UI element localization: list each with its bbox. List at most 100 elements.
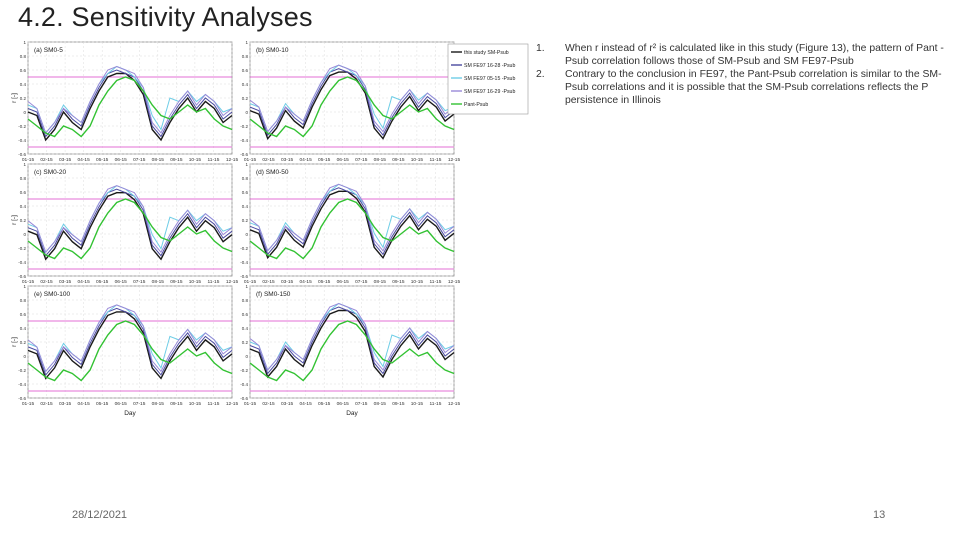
series-line bbox=[249, 183, 455, 252]
x-tick-label: 11-15 bbox=[207, 157, 219, 163]
y-tick-label: 0.6 bbox=[20, 68, 27, 73]
x-tick-label: 07-15 bbox=[133, 279, 146, 285]
series-line bbox=[249, 183, 455, 252]
chart-panel: 1 0.8 0.6 0.4 0.2 0 -0.2 -0.4 -0.601-15 02-15 03-1… bbox=[240, 162, 460, 285]
notes-list: 1. When r instead of r² is calculated li… bbox=[536, 42, 956, 107]
x-tick-label: 10-15 bbox=[189, 401, 202, 407]
series-line bbox=[27, 72, 233, 142]
y-tick-label: 0.2 bbox=[20, 96, 27, 101]
y-tick-label: 0 bbox=[245, 232, 248, 237]
y-tick-label: -0.2 bbox=[240, 124, 248, 129]
x-tick-label: 09-15 bbox=[170, 157, 183, 163]
x-tick-label: 05-15 bbox=[96, 279, 109, 285]
x-tick-label: 09-15 bbox=[392, 279, 405, 285]
x-tick-label: 01-15 bbox=[244, 279, 257, 285]
x-tick-label: 08-15 bbox=[374, 157, 387, 163]
x-tick-label: 05-15 bbox=[318, 279, 331, 285]
x-tick-label: 05-15 bbox=[96, 401, 109, 407]
y-tick-label: -0.6 bbox=[18, 396, 26, 401]
x-tick-label: 02-15 bbox=[262, 157, 275, 163]
y-tick-label: 0.8 bbox=[242, 176, 249, 181]
y-tick-label: -0.2 bbox=[240, 246, 248, 251]
y-tick-label: -0.4 bbox=[240, 260, 248, 265]
chart-panel: 1 0.8 0.6 0.4 0.2 0 -0.2 -0.4 -0.601-15 02-15 03-1… bbox=[240, 40, 460, 163]
x-axis-label: Day bbox=[346, 410, 358, 417]
series-line bbox=[249, 198, 455, 260]
x-tick-label: 01-15 bbox=[22, 401, 35, 407]
correlation-panels-chart: 10.80.60.40.20-0.2-0.4-0.601-15 02-15 03-1… bbox=[11, 40, 529, 417]
x-tick-label: 12-15 bbox=[448, 279, 461, 285]
panel-label: (b) SM0-10 bbox=[256, 47, 289, 54]
series-line bbox=[27, 65, 233, 134]
x-tick-label: 03-15 bbox=[281, 279, 294, 285]
x-tick-label: 09-15 bbox=[170, 279, 183, 285]
note-number: 1. bbox=[536, 43, 545, 54]
y-tick-label: 0.4 bbox=[242, 326, 249, 331]
x-tick-label: 05-15 bbox=[318, 401, 331, 407]
page-number: 13 bbox=[873, 509, 886, 521]
x-tick-label: 06-15 bbox=[115, 279, 128, 285]
y-tick-label: 1 bbox=[245, 284, 248, 289]
x-tick-label: 08-15 bbox=[374, 279, 387, 285]
y-tick-label: -0.6 bbox=[18, 152, 26, 157]
y-tick-label: -0.4 bbox=[240, 382, 248, 387]
x-tick-label: 07-15 bbox=[133, 401, 146, 407]
series-line bbox=[27, 304, 233, 373]
x-tick-label: 12-15 bbox=[226, 157, 239, 163]
y-tick-label: -0.4 bbox=[18, 260, 26, 265]
series-line bbox=[27, 320, 233, 382]
y-tick-label: 0.4 bbox=[242, 204, 249, 209]
x-tick-label: 04-15 bbox=[77, 157, 90, 163]
y-tick-label: 0.8 bbox=[242, 54, 249, 59]
legend-entry: SM FE97 16-29 -Psub bbox=[464, 89, 515, 95]
slide-title: 4.2. Sensitivity Analyses bbox=[18, 2, 313, 32]
x-tick-label: 07-15 bbox=[355, 279, 368, 285]
chart-panel: 1 0.8 0.6 0.4 0.2 0 -0.2 -0.4 -0.601-15 02-15 03-1… bbox=[240, 284, 460, 417]
note-text: Contrary to the conclusion in FE97, the … bbox=[565, 69, 942, 106]
x-tick-label: 11-15 bbox=[429, 401, 441, 407]
legend-entry: this study SM-Psub bbox=[464, 50, 509, 56]
y-tick-label: -0.4 bbox=[18, 382, 26, 387]
y-tick-label: -0.6 bbox=[240, 274, 248, 279]
x-tick-label: 12-15 bbox=[448, 157, 461, 163]
x-tick-label: 02-15 bbox=[262, 279, 275, 285]
x-tick-label: 06-15 bbox=[115, 157, 128, 163]
x-tick-label: 11-15 bbox=[429, 279, 441, 285]
y-axis-label: r [-] bbox=[11, 337, 18, 347]
y-tick-label: 0.6 bbox=[242, 190, 249, 195]
y-tick-label: 0.8 bbox=[242, 298, 249, 303]
y-tick-label: -0.6 bbox=[18, 274, 26, 279]
series-line bbox=[249, 64, 455, 133]
y-tick-label: 0.6 bbox=[242, 312, 249, 317]
sensitivity-figure: 1 0.8 0.6 0.4 0.2 0 -0.2 -0.4 -0.6 01-15 02-15 03-1… bbox=[10, 38, 530, 428]
panel-label: (e) SM0-100 bbox=[34, 291, 71, 298]
y-tick-label: 0.4 bbox=[20, 82, 27, 87]
y-tick-label: 0.8 bbox=[20, 176, 27, 181]
x-tick-label: 07-15 bbox=[355, 157, 368, 163]
y-tick-label: -0.6 bbox=[240, 152, 248, 157]
x-tick-label: 07-15 bbox=[355, 401, 368, 407]
legend-entry: SM FE97 05-15 -Psub bbox=[464, 76, 515, 82]
x-tick-label: 03-15 bbox=[59, 279, 72, 285]
y-tick-label: -0.2 bbox=[18, 124, 26, 129]
x-tick-label: 04-15 bbox=[77, 279, 90, 285]
note-text: When r instead of r² is calculated like … bbox=[565, 43, 944, 67]
y-tick-label: 0.2 bbox=[20, 218, 27, 223]
y-tick-label: 0.6 bbox=[242, 68, 249, 73]
y-tick-label: 1 bbox=[23, 284, 26, 289]
legend-entry: Pant-Psub bbox=[464, 102, 488, 108]
x-tick-label: 08-15 bbox=[152, 401, 165, 407]
y-axis-label: r [-] bbox=[11, 93, 18, 103]
x-tick-label: 12-15 bbox=[448, 401, 461, 407]
x-tick-label: 05-15 bbox=[318, 157, 331, 163]
x-tick-label: 06-15 bbox=[115, 401, 128, 407]
x-tick-label: 08-15 bbox=[152, 279, 165, 285]
x-tick-label: 05-15 bbox=[96, 157, 109, 163]
note-item-1: 1. When r instead of r² is calculated li… bbox=[536, 42, 956, 68]
x-tick-label: 02-15 bbox=[40, 157, 53, 163]
x-tick-label: 01-15 bbox=[244, 401, 257, 407]
panel-label: (f) SM0-150 bbox=[256, 291, 291, 298]
x-tick-label: 02-15 bbox=[262, 401, 275, 407]
legend-entry: SM FE97 16-28 -Psub bbox=[464, 63, 515, 69]
x-tick-label: 08-15 bbox=[374, 401, 387, 407]
